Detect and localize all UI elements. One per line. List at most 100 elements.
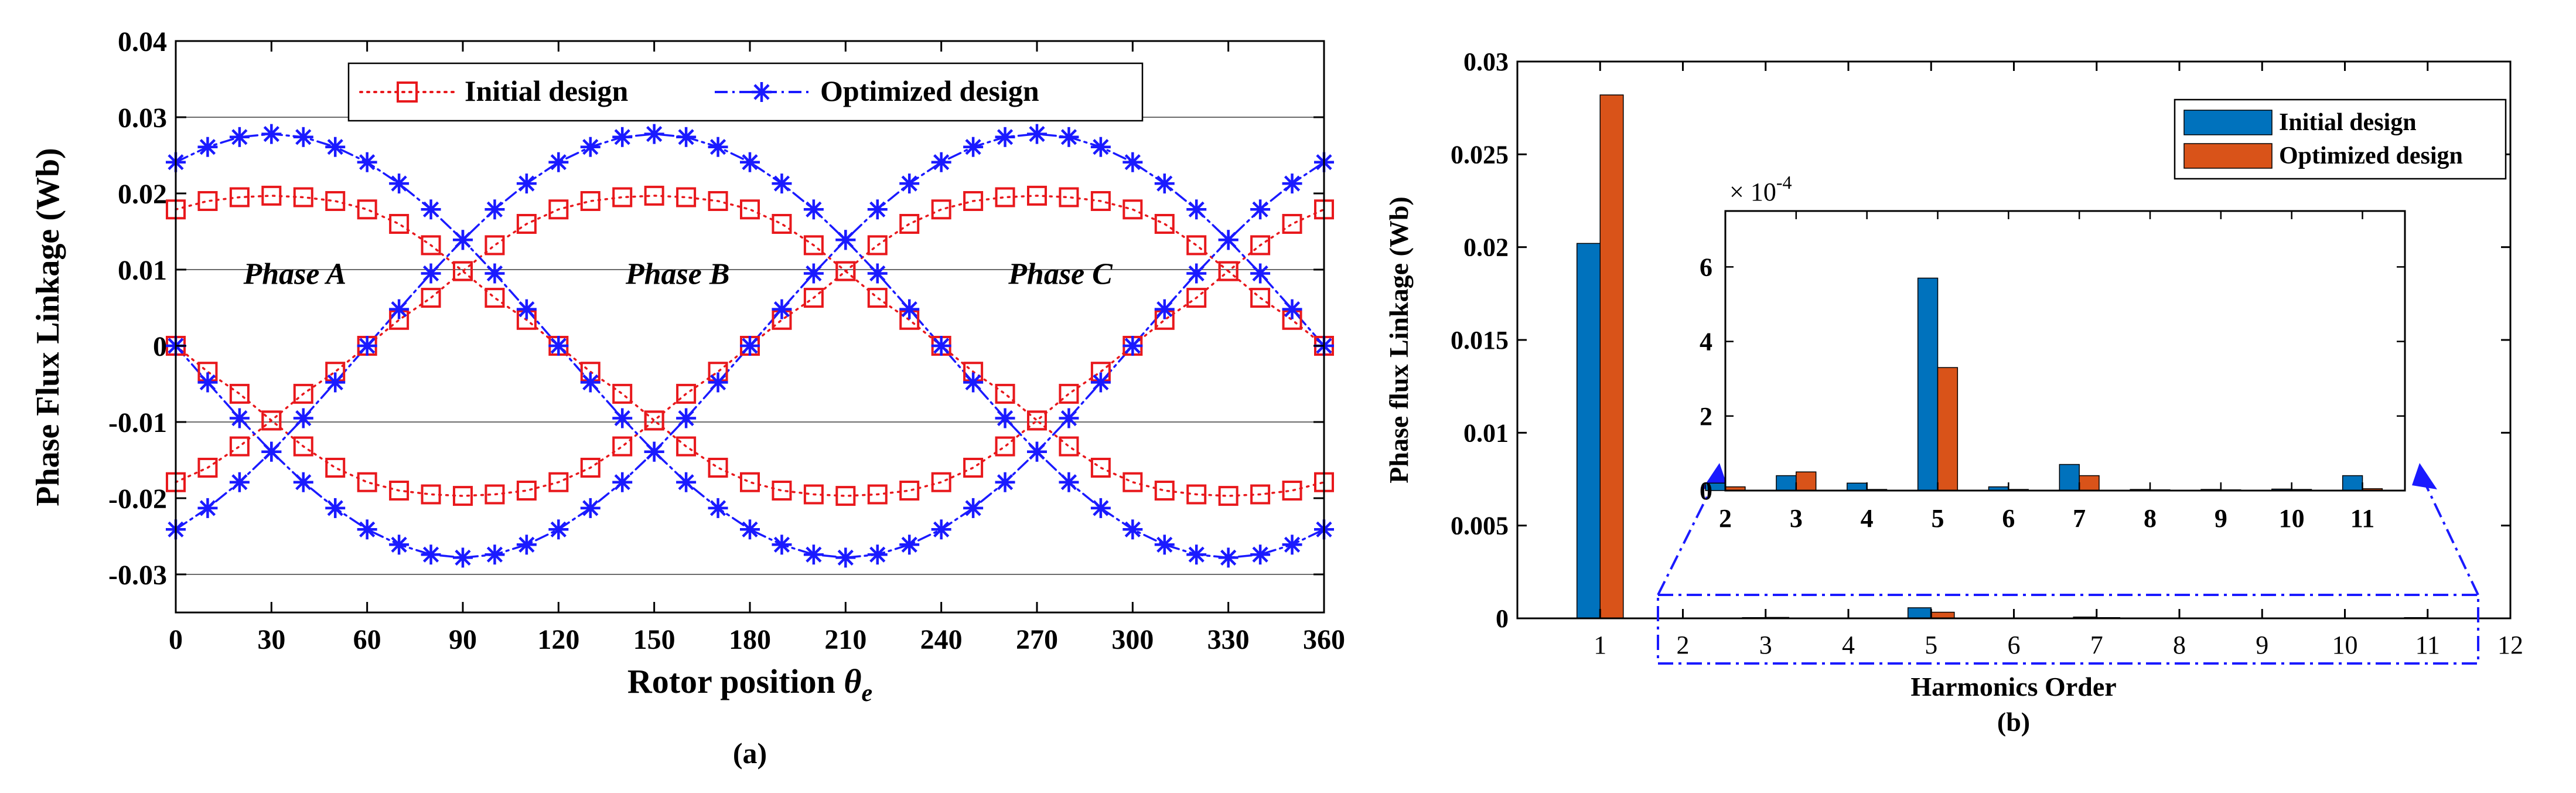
- a-xtick-label-4: 120: [537, 624, 579, 655]
- a-marker-initial-1-15: [644, 410, 664, 431]
- a-ytick-label-6: 0.03: [118, 103, 167, 134]
- a-marker-optimized-0-20-stroke-3: [806, 265, 822, 282]
- a-marker-optimized-1-26-stroke-3: [997, 410, 1014, 427]
- a-marker-optimized-1-3-stroke-3: [263, 444, 279, 460]
- a-marker-initial-1-32: [1186, 484, 1207, 505]
- a-marker-initial-1-29: [1090, 458, 1111, 478]
- a-marker-optimized-2-34-stroke-3: [1252, 201, 1268, 217]
- a-phase-label-0: Phase A: [243, 258, 346, 291]
- a-marker-initial-2-5: [325, 191, 346, 211]
- a-marker-optimized-2-6: [357, 152, 377, 172]
- a-marker-optimized-0-28-stroke-3: [1060, 129, 1077, 145]
- a-marker-optimized-1-25: [963, 372, 984, 393]
- a-marker-optimized-0-24-stroke-3: [933, 154, 950, 171]
- a-marker-optimized-2-5-stroke-3: [327, 139, 343, 155]
- a-marker-optimized-1-20-stroke-3: [806, 201, 822, 217]
- a-marker-optimized-2-16: [676, 472, 697, 492]
- a-marker-initial-2-7: [389, 214, 410, 234]
- a-xtick-label-1: 30: [257, 624, 285, 655]
- a-marker-initial-2-10: [485, 235, 505, 256]
- a-marker-optimized-1-34-stroke-3: [1252, 546, 1268, 563]
- a-marker-initial-1-23: [899, 481, 920, 501]
- b-xtick-label-3: 4: [1842, 631, 1855, 659]
- a-marker-optimized-0-24: [931, 152, 951, 172]
- a-marker-initial-1-35: [1282, 481, 1302, 501]
- a-marker-initial-1-12: [548, 472, 569, 492]
- a-marker-optimized-1-24: [931, 336, 951, 356]
- a-marker-optimized-0-14: [612, 472, 633, 492]
- a-marker-optimized-2-22: [867, 544, 888, 565]
- a-marker-initial-2-32: [1186, 235, 1207, 256]
- a-marker-initial-1-17: [708, 458, 728, 478]
- a-marker-optimized-2-3-stroke-3: [263, 125, 279, 142]
- a-marker-optimized-0-12-stroke-3: [550, 521, 567, 537]
- a-y-axis-label: Phase Flux Linkage (Wb): [30, 148, 66, 506]
- a-marker-optimized-2-28-stroke-3: [1060, 410, 1077, 427]
- a-marker-optimized-2-28: [1059, 408, 1079, 428]
- a-marker-optimized-0-30: [1122, 152, 1143, 172]
- a-marker-initial-1-31: [1154, 481, 1175, 501]
- a-marker-initial-1-21: [835, 486, 856, 506]
- a-marker-optimized-1-2: [229, 472, 250, 492]
- a-marker-optimized-2-17-stroke-3: [709, 500, 726, 516]
- a-marker-optimized-1-31: [1154, 535, 1175, 555]
- a-x-axis-label: Rotor position θe: [627, 662, 872, 707]
- a-marker-initial-1-24: [931, 472, 951, 492]
- a-marker-optimized-2-18: [740, 519, 760, 540]
- b-xtick-label-10: 11: [2415, 631, 2440, 659]
- a-marker-initial-2-9: [453, 261, 473, 281]
- a-marker-initial-2-1: [197, 191, 218, 211]
- b-ytick-label-0: 0: [1496, 604, 1509, 633]
- a-marker-optimized-1-12-stroke-3: [550, 154, 567, 171]
- a-xtick-label-6: 180: [729, 624, 771, 655]
- a-xtick-label-12: 360: [1303, 624, 1345, 655]
- b-inset-xtick-label-2: 4: [1861, 504, 1874, 533]
- a-marker-initial-0-34: [1250, 288, 1271, 308]
- a-marker-optimized-0-22-stroke-3: [869, 201, 886, 217]
- a-marker-optimized-2-33-stroke-3: [1220, 232, 1237, 248]
- a-marker-initial-1-11: [516, 481, 537, 501]
- a-marker-initial-2-30: [1122, 199, 1143, 220]
- a-marker-optimized-1-6-stroke-3: [359, 338, 376, 354]
- a-marker-optimized-0-10: [485, 544, 505, 565]
- b-inset-bar-initial-h4: [1847, 482, 1868, 491]
- a-marker-optimized-2-20: [803, 544, 824, 565]
- b-bar-optimized-h5: [1930, 611, 1955, 619]
- a-marker-optimized-1-13: [580, 137, 601, 157]
- a-marker-optimized-1-7: [389, 299, 410, 319]
- a-marker-initial-1-19: [772, 481, 792, 501]
- a-marker-optimized-1-22-stroke-3: [869, 265, 886, 282]
- a-marker-optimized-0-23: [899, 173, 920, 194]
- a-ytick-label-5: 0.02: [118, 179, 167, 210]
- a-marker-initial-2-35: [1282, 214, 1302, 234]
- a-caption: (a): [733, 737, 767, 770]
- a-phase-label-2: Phase C: [1008, 258, 1113, 291]
- a-marker-optimized-2-1: [197, 137, 218, 157]
- a-marker-optimized-2-26-stroke-3: [997, 474, 1014, 491]
- a-marker-optimized-1-18: [740, 152, 760, 172]
- b-xtick-label-9: 10: [2332, 631, 2358, 659]
- a-marker-initial-2-19: [772, 214, 792, 234]
- a-marker-optimized-1-16: [676, 127, 697, 147]
- a-marker-optimized-1-8-stroke-3: [422, 265, 439, 282]
- a-marker-optimized-0-16: [676, 408, 697, 428]
- a-marker-optimized-2-5: [325, 137, 346, 157]
- b-inset-bar-optimized-h3: [1796, 471, 1817, 491]
- a-marker-optimized-0-30-stroke-3: [1124, 154, 1141, 171]
- a-marker-optimized-0-28: [1059, 127, 1079, 147]
- panel-a-line-chart: 0 30 60 90 120 150 180 210 240 270 300 330 360 -0.03 -…: [30, 26, 1345, 770]
- b-inset-xtick-label-9: 11: [2350, 504, 2375, 533]
- a-marker-initial-1-20: [803, 484, 824, 505]
- a-marker-initial-0-32: [1186, 288, 1207, 308]
- b-inset-xtick-label-3: 5: [1932, 504, 1944, 533]
- a-marker-initial-0-20: [803, 288, 824, 308]
- a-marker-optimized-1-10: [485, 199, 505, 220]
- a-marker-initial-0-22: [867, 288, 888, 308]
- a-marker-initial-1-33: [1218, 486, 1238, 506]
- b-inset-bar-initial-h11: [2342, 475, 2363, 491]
- a-marker-initial-1-22: [867, 484, 888, 505]
- b-xtick-label-6: 7: [2090, 631, 2103, 659]
- a-marker-initial-2-29: [1090, 191, 1111, 211]
- a-marker-initial-1-8: [421, 484, 441, 505]
- a-marker-optimized-1-8: [421, 263, 441, 284]
